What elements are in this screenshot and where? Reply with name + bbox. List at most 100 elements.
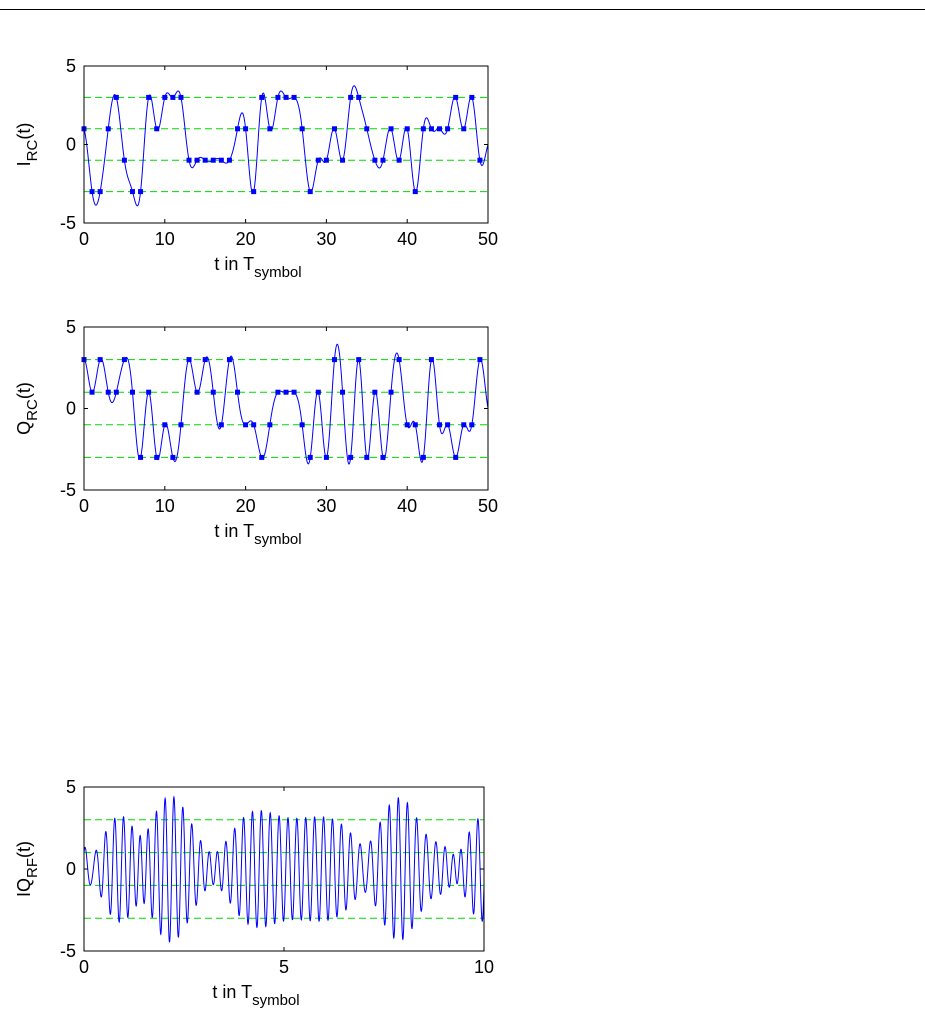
symbol-marker: [105, 126, 111, 132]
symbol-marker: [380, 157, 386, 163]
y-tick-label: -5: [60, 941, 76, 961]
symbol-marker: [186, 157, 192, 163]
symbol-marker: [348, 454, 354, 460]
symbol-marker: [315, 157, 321, 163]
y-tick-label: 5: [66, 777, 76, 797]
y-axis-label: IRC(t): [14, 123, 41, 167]
symbol-marker: [194, 389, 200, 395]
symbol-marker: [105, 389, 111, 395]
y-tick-label: -5: [60, 213, 76, 233]
symbol-marker: [372, 157, 378, 163]
symbol-marker: [469, 94, 475, 100]
symbol-marker: [89, 389, 95, 395]
symbol-marker: [251, 189, 257, 195]
y-axis-label: IQRF(t): [14, 841, 41, 897]
symbol-marker: [170, 454, 176, 460]
symbol-marker: [97, 357, 103, 363]
symbol-marker: [307, 454, 313, 460]
x-tick-label: 0: [79, 229, 89, 249]
signal-line: [84, 85, 488, 207]
symbol-marker: [340, 389, 346, 395]
page-top-rule: [0, 9, 925, 10]
symbol-marker: [291, 389, 297, 395]
symbol-marker: [235, 389, 241, 395]
symbol-marker: [275, 94, 281, 100]
symbol-marker: [129, 389, 135, 395]
symbol-marker: [146, 389, 152, 395]
y-tick-label: 5: [66, 317, 76, 337]
symbol-marker: [461, 422, 467, 428]
symbol-marker: [412, 422, 418, 428]
symbol-marker: [259, 94, 265, 100]
symbol-marker: [113, 389, 119, 395]
signal-line: [84, 343, 488, 465]
y-tick-label: 5: [66, 56, 76, 76]
symbol-marker: [154, 126, 160, 132]
symbol-marker: [315, 389, 321, 395]
x-axis-label: t in Tsymbol: [214, 254, 301, 281]
symbol-marker: [437, 126, 443, 132]
y-tick-label: 0: [66, 135, 76, 155]
symbol-marker: [97, 189, 103, 195]
x-tick-label: 50: [478, 229, 498, 249]
symbol-marker: [218, 422, 224, 428]
symbol-marker: [469, 422, 475, 428]
symbol-marker: [477, 157, 483, 163]
symbol-marker: [202, 157, 208, 163]
symbol-marker: [364, 454, 370, 460]
symbol-marker: [364, 126, 370, 132]
x-tick-label: 5: [279, 957, 289, 977]
x-tick-label: 0: [79, 957, 89, 977]
x-tick-label: 40: [397, 229, 417, 249]
symbol-marker: [445, 126, 451, 132]
symbol-marker: [396, 357, 402, 363]
x-tick-label: 10: [155, 229, 175, 249]
symbol-marker: [428, 126, 434, 132]
symbol-marker: [243, 126, 249, 132]
x-tick-label: 10: [474, 957, 494, 977]
symbol-marker: [121, 357, 127, 363]
symbol-marker: [396, 157, 402, 163]
symbol-marker: [162, 422, 168, 428]
symbol-marker: [412, 189, 418, 195]
symbol-marker: [404, 126, 410, 132]
y-tick-label: 0: [66, 399, 76, 419]
symbol-marker: [89, 189, 95, 195]
x-tick-label: 20: [236, 496, 256, 516]
symbol-marker: [170, 94, 176, 100]
symbol-marker: [235, 126, 241, 132]
x-tick-label: 30: [316, 496, 336, 516]
signal-line: [84, 795, 484, 943]
x-tick-label: 40: [397, 496, 417, 516]
symbol-marker: [437, 422, 443, 428]
symbol-marker: [129, 189, 135, 195]
symbol-marker: [388, 389, 394, 395]
x-tick-label: 20: [236, 229, 256, 249]
symbol-marker: [461, 126, 467, 132]
symbol-marker: [162, 94, 168, 100]
symbol-marker: [226, 357, 232, 363]
symbol-marker: [356, 357, 362, 363]
symbol-marker: [323, 157, 329, 163]
symbol-marker: [218, 157, 224, 163]
x-tick-label: 50: [478, 496, 498, 516]
symbol-marker: [210, 157, 216, 163]
symbol-marker: [138, 189, 144, 195]
symbol-marker: [210, 389, 216, 395]
symbol-marker: [275, 389, 281, 395]
symbol-marker: [380, 454, 386, 460]
symbol-marker: [202, 357, 208, 363]
symbol-marker: [154, 454, 160, 460]
y-tick-label: -5: [60, 480, 76, 500]
symbol-marker: [267, 126, 273, 132]
symbol-marker: [404, 422, 410, 428]
symbol-marker: [121, 157, 127, 163]
symbol-marker: [307, 189, 313, 195]
symbol-marker: [420, 126, 426, 132]
symbol-marker: [420, 454, 426, 460]
symbol-marker: [283, 389, 289, 395]
y-axis-label: QRC(t): [14, 382, 41, 435]
symbol-marker: [331, 357, 337, 363]
